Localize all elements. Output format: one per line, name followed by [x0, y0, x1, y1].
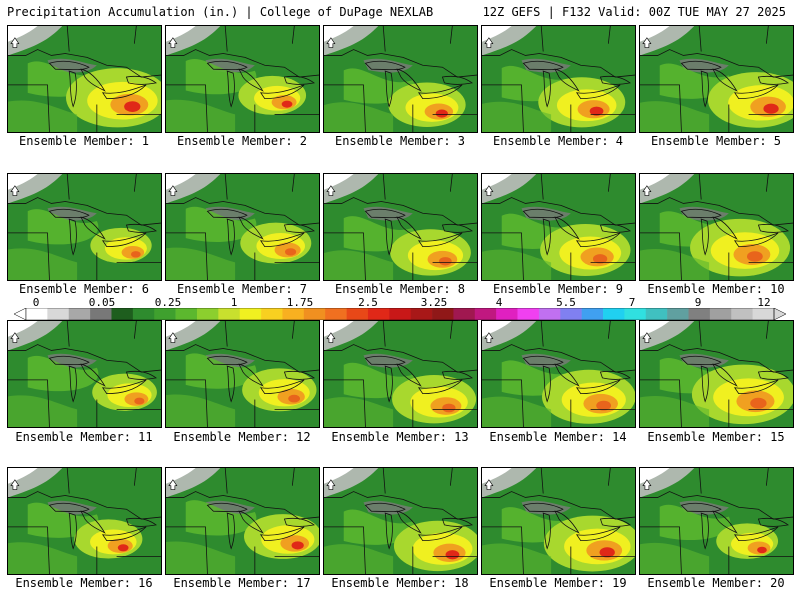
- ensemble-map-panel-20: [639, 467, 794, 575]
- ensemble-map-panel-11: [7, 320, 162, 428]
- ensemble-map-panel-5: [639, 25, 794, 133]
- ensemble-map-panel-6: [7, 173, 162, 281]
- colorbar-tick-label: 0.25: [154, 296, 182, 309]
- header-run-info: 12Z GEFS | F132 Valid: 00Z TUE MAY 27 20…: [482, 5, 786, 19]
- ensemble-map-panel-19: [481, 467, 636, 575]
- ensemble-member-label: Ensemble Member: 4: [492, 134, 624, 148]
- ensemble-member-label: Ensemble Member: 20: [647, 576, 785, 590]
- ensemble-member-label: Ensemble Member: 8: [334, 282, 466, 296]
- ensemble-map-panel-8: [323, 173, 478, 281]
- ensemble-map-panel-10: [639, 173, 794, 281]
- ensemble-member-label: Ensemble Member: 7: [176, 282, 308, 296]
- ensemble-map-panel-2: [165, 25, 320, 133]
- ensemble-map-panel-16: [7, 467, 162, 575]
- colorbar-tick-label: 2.5: [358, 296, 378, 309]
- ensemble-map-panel-9: [481, 173, 636, 281]
- ensemble-member-label: Ensemble Member: 14: [489, 430, 627, 444]
- ensemble-map-panel-12: [165, 320, 320, 428]
- colorbar-tick-label: 7: [628, 296, 636, 309]
- colorbar-tick-label: 3.25: [420, 296, 448, 309]
- ensemble-member-label: Ensemble Member: 17: [173, 576, 311, 590]
- ensemble-member-label: Ensemble Member: 1: [18, 134, 150, 148]
- ensemble-member-label: Ensemble Member: 18: [331, 576, 469, 590]
- ensemble-map-panel-13: [323, 320, 478, 428]
- ensemble-member-label: Ensemble Member: 16: [15, 576, 153, 590]
- ensemble-map-panel-7: [165, 173, 320, 281]
- ensemble-member-label: Ensemble Member: 19: [489, 576, 627, 590]
- precipitation-colorbar: [14, 308, 786, 320]
- ensemble-map-panel-4: [481, 25, 636, 133]
- ensemble-member-label: Ensemble Member: 12: [173, 430, 311, 444]
- colorbar-tick-label: 12: [757, 296, 771, 309]
- colorbar-tick-label: 0: [32, 296, 40, 309]
- ensemble-map-panel-17: [165, 467, 320, 575]
- ensemble-member-label: Ensemble Member: 6: [18, 282, 150, 296]
- ensemble-member-label: Ensemble Member: 10: [647, 282, 785, 296]
- colorbar-tick-label: 1.75: [286, 296, 314, 309]
- ensemble-member-label: Ensemble Member: 9: [492, 282, 624, 296]
- ensemble-map-panel-18: [323, 467, 478, 575]
- ensemble-member-label: Ensemble Member: 2: [176, 134, 308, 148]
- colorbar-tick-label: 1: [230, 296, 238, 309]
- colorbar-tick-label: 5.5: [556, 296, 576, 309]
- ensemble-map-panel-15: [639, 320, 794, 428]
- ensemble-member-label: Ensemble Member: 5: [650, 134, 782, 148]
- colorbar-tick-label: 9: [694, 296, 702, 309]
- ensemble-map-panel-14: [481, 320, 636, 428]
- ensemble-map-panel-1: [7, 25, 162, 133]
- ensemble-member-label: Ensemble Member: 13: [331, 430, 469, 444]
- ensemble-member-label: Ensemble Member: 11: [15, 430, 153, 444]
- header-title: Precipitation Accumulation (in.) | Colle…: [7, 5, 434, 19]
- ensemble-map-panel-3: [323, 25, 478, 133]
- ensemble-member-label: Ensemble Member: 3: [334, 134, 466, 148]
- colorbar-tick-label: 4: [495, 296, 503, 309]
- colorbar-tick-label: 0.05: [88, 296, 116, 309]
- ensemble-member-label: Ensemble Member: 15: [647, 430, 785, 444]
